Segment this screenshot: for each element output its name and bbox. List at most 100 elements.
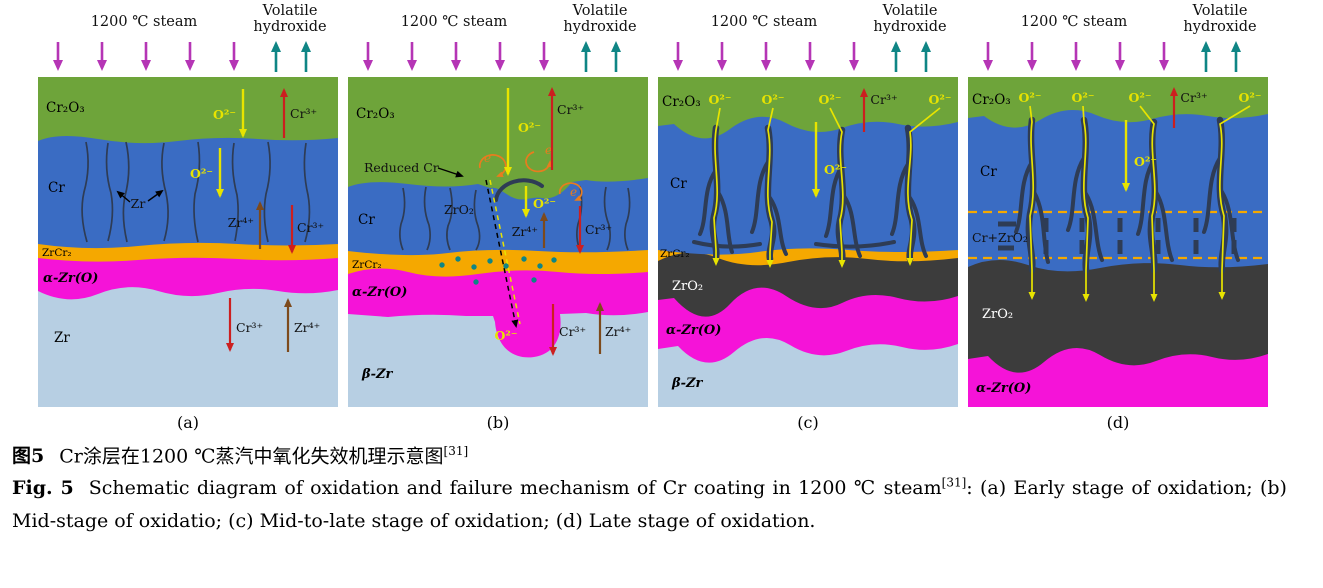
oxygen-short-circuit-path: O²⁻ [485, 179, 521, 343]
zr4-label: Zr⁴⁺ [512, 224, 538, 239]
cr3-label: Cr³⁺ [1180, 90, 1207, 105]
reduced-cr-label: Reduced Cr [364, 160, 439, 175]
o2-label: O²⁻ [1129, 90, 1152, 105]
layer-label-alpha-zro: α-Zr(O) [666, 323, 721, 338]
o2-label: O²⁻ [824, 162, 847, 177]
figure-caption: 图5 Cr涂层在1200 ℃蒸汽中氧化失效机理示意图[31] Fig. 5 Sche… [0, 442, 1323, 538]
panel-c-diagram: 1200 ℃ steam Volatile hydroxide [658, 3, 958, 432]
layer-label-alpha-zro: α-Zr(O) [43, 271, 98, 286]
zr4-label: Zr⁴⁺ [228, 215, 254, 230]
cr3-label: Cr³⁺ [870, 92, 897, 107]
o2-label: O²⁻ [762, 92, 785, 107]
ion-labels-top: O²⁻ O²⁻ O²⁻ Cr³⁺ O²⁻ [709, 88, 952, 132]
panel-a-diagram: 1200 ℃ steam Volatile hydroxide [38, 3, 338, 432]
layer-label-cr: Cr [48, 180, 65, 196]
cr3-label: Cr³⁺ [585, 222, 612, 237]
cr3-label: Cr³⁺ [559, 324, 586, 339]
layer-label-zrcr2: ZrCr₂ [660, 248, 690, 260]
zro2-nucleus-label: ZrO₂ [444, 202, 474, 217]
o2-label: O²⁻ [495, 328, 518, 343]
zro2-nucleus [478, 151, 583, 202]
caption-en-label: Fig. 5 [12, 476, 74, 499]
layer-label-cr2o3: Cr₂O₃ [662, 94, 701, 110]
hydroxide-label: hydroxide [563, 19, 636, 35]
steam-arrows [673, 42, 859, 71]
electron-label: e [484, 151, 491, 165]
figure-panels: 1200 ℃ steam Volatile hydroxide [38, 2, 1268, 434]
layer-label-cr2o3: Cr₂O₃ [356, 106, 395, 122]
caption-en-ref: [31] [941, 475, 967, 490]
panel-d: 1200 ℃ steam Volatile hydroxide [968, 2, 1268, 434]
layer-label-zrcr2: ZrCr₂ [42, 247, 72, 259]
cr3-label: Cr³⁺ [290, 106, 317, 121]
steam-label: 1200 ℃ steam [401, 14, 508, 30]
ion-arrows: O²⁻ [812, 122, 847, 198]
hydroxide-arrows [1201, 41, 1241, 72]
oxygen-paths [712, 107, 941, 268]
caption-zh: 图5 Cr涂层在1200 ℃蒸汽中氧化失效机理示意图[31] [12, 442, 1287, 472]
grain-boundaries [81, 141, 311, 243]
zr-pointer-arrow [116, 190, 131, 203]
ion-arrows: O²⁻ Cr³⁺ O²⁻ Zr⁴⁺ Cr³⁺ Cr³⁺ Zr⁴⁺ [504, 87, 631, 356]
o2-label: O²⁻ [533, 196, 556, 211]
zr-label: Zr [131, 196, 146, 211]
volatile-label: Volatile [572, 3, 628, 19]
layer-label-cr: Cr [358, 212, 375, 228]
o2-label: O²⁻ [518, 120, 541, 135]
ion-arrows: O²⁻ [1122, 120, 1157, 192]
hydroxide-dots [439, 256, 557, 285]
panel-letter: (d) [1107, 413, 1130, 432]
layer-label-cr2o3: Cr₂O₃ [972, 92, 1011, 108]
steam-label: 1200 ℃ steam [1021, 14, 1128, 30]
layer-label-alpha-zro: α-Zr(O) [352, 285, 407, 300]
layers [658, 77, 958, 407]
panel-letter: (a) [177, 413, 199, 432]
layer-label-zr: Zr [54, 330, 70, 346]
layer-label-cr2o3: Cr₂O₃ [46, 100, 85, 116]
hydroxide-label: hydroxide [253, 19, 326, 35]
ion-arrows: O²⁻ Cr³⁺ O²⁻ Zr⁴⁺ Cr³⁺ Cr³⁺ Zr⁴⁺ [190, 88, 324, 352]
grain-boundaries [399, 185, 631, 251]
caption-en-tail: : (a) Early stage of oxidation; (b) Mid-… [12, 476, 1287, 533]
cr3-label: Cr³⁺ [557, 102, 584, 117]
layers [968, 77, 1268, 407]
cr3-label: Cr³⁺ [297, 220, 324, 235]
oxygen-paths [1028, 105, 1251, 302]
zr-grain-label: Zr [116, 189, 164, 211]
hydroxide-label: hydroxide [1183, 19, 1256, 35]
zr-pointer-arrow [147, 189, 164, 202]
panel-letter: (c) [797, 413, 818, 432]
steam-label: 1200 ℃ steam [711, 14, 818, 30]
panel-b: 1200 ℃ steam Volatile hydroxide [348, 2, 648, 434]
panel-d-diagram: 1200 ℃ steam Volatile hydroxide [968, 3, 1268, 432]
panel-letter: (b) [487, 413, 510, 432]
o2-label: O²⁻ [819, 92, 842, 107]
steam-arrows [363, 42, 549, 71]
o2-label: O²⁻ [1019, 90, 1042, 105]
hydroxide-arrows [271, 41, 311, 72]
panel-a: 1200 ℃ steam Volatile hydroxide [38, 2, 338, 434]
caption-en: Fig. 5 Schematic diagram of oxidation and… [12, 472, 1287, 539]
o2-label: O²⁻ [709, 92, 732, 107]
zr4-label: Zr⁴⁺ [605, 324, 631, 339]
caption-en-text: Schematic diagram of oxidation and failu… [88, 476, 942, 499]
layer-label-zro2: ZrO₂ [672, 279, 703, 294]
layer-label-beta-zr: β-Zr [671, 376, 704, 391]
caption-zh-ref: [31] [443, 444, 469, 458]
layer-label-cr: Cr [670, 176, 687, 192]
o2-label: O²⁻ [190, 166, 213, 181]
volatile-label: Volatile [262, 3, 318, 19]
hydroxide-arrows [891, 41, 931, 72]
caption-zh-label: 图5 [12, 445, 45, 468]
layer-label-beta-zr: β-Zr [361, 367, 394, 382]
panel-b-diagram: 1200 ℃ steam Volatile hydroxide [348, 3, 648, 432]
hydroxide-arrows [581, 41, 621, 72]
o2-label: O²⁻ [213, 107, 236, 122]
layer-label-alpha-zro: α-Zr(O) [976, 381, 1031, 396]
cr3-label: Cr³⁺ [236, 320, 263, 335]
o2-label: O²⁻ [929, 92, 952, 107]
layer-label-zrcr2: ZrCr₂ [352, 259, 382, 271]
layer-label-cr-zro2: Cr+ZrO₂ [972, 230, 1028, 245]
ion-labels-top: O²⁻ O²⁻ O²⁻ Cr³⁺ O²⁻ [1019, 87, 1261, 128]
zr4-label: Zr⁴⁺ [294, 320, 320, 335]
